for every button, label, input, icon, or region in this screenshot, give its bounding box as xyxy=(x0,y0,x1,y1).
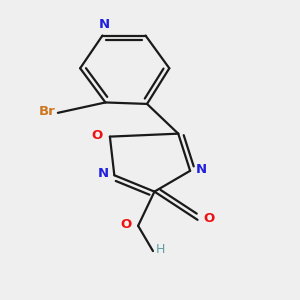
Text: N: N xyxy=(98,167,109,180)
Text: N: N xyxy=(196,163,207,176)
Text: N: N xyxy=(98,18,110,31)
Text: O: O xyxy=(92,129,103,142)
Text: O: O xyxy=(121,218,132,231)
Text: Br: Br xyxy=(39,105,56,118)
Text: H: H xyxy=(156,243,165,256)
Text: O: O xyxy=(203,212,214,226)
